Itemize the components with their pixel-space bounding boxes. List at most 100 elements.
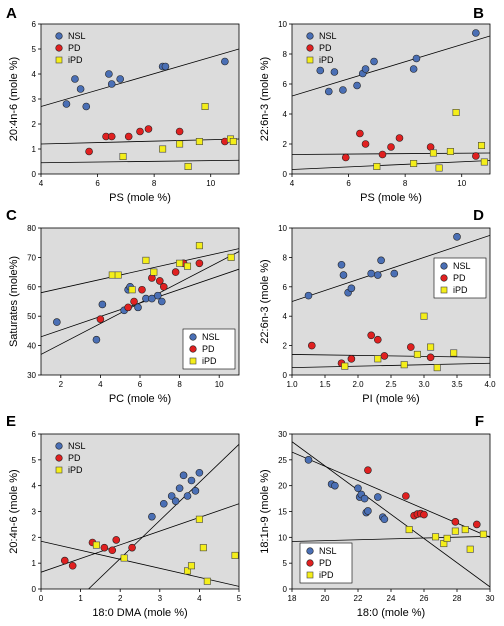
- y-tick-label: 30: [27, 371, 36, 380]
- x-tick-label: 28: [453, 594, 462, 603]
- x-tick-label: 5: [237, 594, 242, 603]
- legend-marker: [306, 547, 314, 555]
- x-tick-label: 10: [457, 179, 466, 188]
- panel-letter: E: [6, 413, 16, 430]
- x-tick-label: 1.5: [319, 380, 331, 389]
- y-tick-label: 10: [278, 20, 287, 29]
- legend-label-ipd: iPD: [68, 465, 83, 475]
- data-point-nsl: [116, 75, 124, 83]
- y-axis-label: 18:1n-9 (mole %): [259, 469, 271, 553]
- data-point-nsl: [361, 65, 370, 73]
- legend-marker: [55, 56, 63, 64]
- data-point-nsl: [377, 256, 385, 265]
- data-point-nsl: [161, 62, 170, 71]
- plot-area: [40, 23, 240, 175]
- data-point-ipd: [480, 158, 488, 166]
- x-tick-label: 30: [486, 594, 495, 603]
- legend: NSL PD iPD: [433, 257, 487, 299]
- data-point-ipd: [92, 541, 100, 549]
- y-tick-label: 3: [32, 95, 37, 104]
- legend-marker: [55, 442, 63, 450]
- data-point-nsl: [175, 484, 184, 493]
- fit-line: [41, 138, 239, 145]
- y-tick-label: 4: [283, 110, 288, 119]
- data-point-nsl: [353, 81, 361, 90]
- data-point-pd: [406, 343, 415, 351]
- x-tick-label: 0: [39, 594, 44, 603]
- x-tick-label: 4: [197, 594, 202, 603]
- y-tick-label: 8: [283, 50, 288, 59]
- panel-letter: C: [6, 207, 17, 224]
- data-point-pd: [307, 341, 316, 350]
- legend-label-ipd: iPD: [68, 55, 83, 65]
- data-point-pd: [68, 561, 77, 570]
- data-point-nsl: [347, 284, 356, 293]
- data-point-pd: [159, 282, 168, 291]
- y-tick-label: 0: [283, 170, 288, 179]
- data-point-pd: [175, 127, 184, 136]
- legend: NSL PD iPD: [182, 328, 236, 370]
- data-point-pd: [130, 297, 138, 306]
- data-point-nsl: [316, 66, 325, 75]
- data-point-pd: [96, 315, 105, 323]
- x-tick-label: 10: [206, 179, 215, 188]
- data-point-ipd: [195, 242, 203, 250]
- data-point-pd: [420, 510, 428, 519]
- x-tick-label: 24: [387, 594, 396, 603]
- data-point-pd: [144, 125, 153, 133]
- legend: NSL PD iPD: [55, 31, 86, 65]
- legend-label-ipd: iPD: [319, 570, 334, 580]
- x-tick-label: 8: [403, 179, 408, 188]
- panel-letter: A: [6, 5, 17, 22]
- data-point-ipd: [420, 312, 428, 320]
- legend-label-ipd: iPD: [453, 285, 468, 295]
- data-point-nsl: [354, 484, 362, 493]
- y-tick-label: 2: [283, 140, 288, 149]
- data-point-pd: [107, 132, 116, 141]
- data-point-ipd: [184, 262, 192, 270]
- data-point-pd: [378, 150, 387, 159]
- data-point-nsl: [76, 85, 85, 93]
- y-tick-label: 2: [283, 342, 288, 351]
- y-tick-label: 4: [32, 482, 37, 491]
- y-tick-label: 50: [27, 312, 36, 321]
- y-axis-label: 22:6n-3 (mole %): [259, 259, 271, 343]
- y-tick-label: 0: [283, 371, 288, 380]
- data-point-ipd: [195, 138, 203, 146]
- fit-line: [41, 48, 239, 107]
- x-tick-label: 8: [152, 179, 157, 188]
- data-point-pd: [380, 352, 389, 360]
- data-point-nsl: [221, 57, 229, 66]
- data-point-ipd: [373, 163, 381, 171]
- y-tick-label: 25: [278, 456, 287, 465]
- data-point-pd: [108, 546, 117, 555]
- y-tick-label: 0: [32, 170, 37, 179]
- panel-a: 4 6 8 10 0 1 2 3 4 5 6 PS (mole %) 20:4n-6 (mole %) A…: [6, 5, 240, 204]
- data-point-ipd: [435, 164, 443, 172]
- data-point-ipd: [114, 271, 122, 279]
- data-point-ipd: [159, 145, 167, 153]
- data-point-pd: [387, 143, 395, 151]
- data-point-nsl: [105, 70, 113, 78]
- panel-f: 18 20 22 24 26 28 30 0 5 10 15 20 25 30 18:0 (mole %) 1…: [259, 413, 495, 619]
- data-point-pd: [138, 285, 146, 294]
- data-point-pd: [361, 140, 370, 148]
- x-tick-label: 2.5: [385, 380, 397, 389]
- y-axis-label: 22:6n-3 (mole %): [259, 57, 271, 141]
- fit-line: [292, 160, 490, 170]
- y-tick-label: 8: [283, 253, 288, 262]
- legend-label-nsl: NSL: [453, 261, 471, 271]
- data-point-pd: [124, 303, 132, 312]
- fit-line: [41, 248, 239, 294]
- x-axis-label: PI (mole %): [362, 393, 419, 405]
- data-point-pd: [85, 147, 93, 156]
- data-point-pd: [472, 520, 481, 529]
- legend-label-ipd: iPD: [319, 55, 334, 65]
- data-point-nsl: [167, 492, 176, 500]
- legend-marker: [189, 357, 197, 365]
- data-point-nsl: [373, 493, 382, 501]
- x-tick-label: 3.5: [451, 380, 463, 389]
- y-axis-label: Saturates (mole%): [8, 256, 20, 347]
- data-point-ipd: [452, 109, 460, 117]
- y-tick-label: 5: [32, 456, 37, 465]
